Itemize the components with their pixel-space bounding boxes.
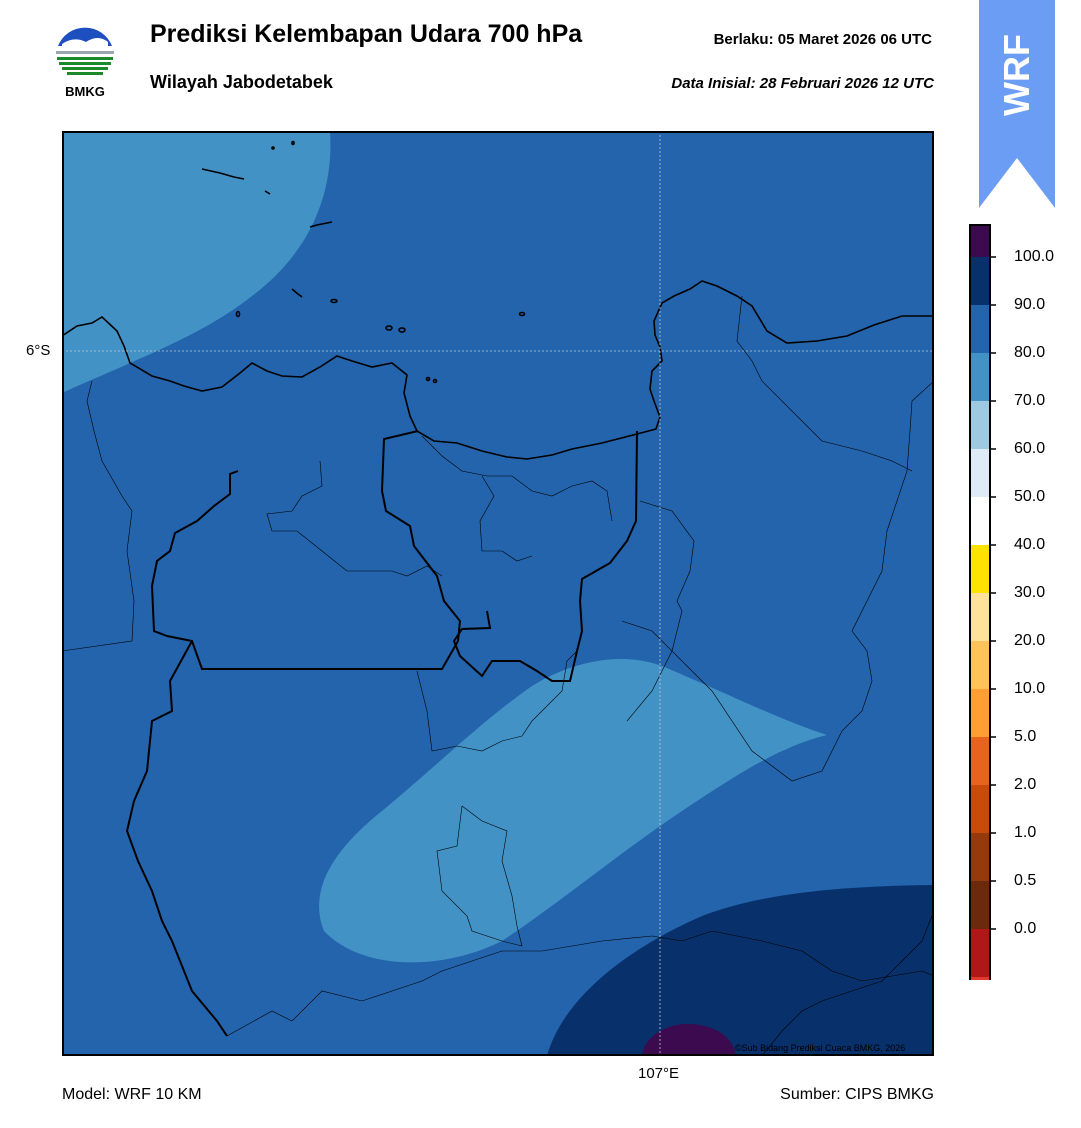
colorbar-tick-label: 2.0: [1014, 776, 1037, 793]
islands: [201, 140, 526, 384]
colorbar-segment: [970, 929, 990, 977]
humidity-field-central: [319, 658, 827, 963]
colorbar-tick-label: 80.0: [1014, 344, 1046, 361]
colorbar-segment: [970, 833, 990, 881]
province-boundary: [150, 430, 462, 670]
colorbar-segment: [970, 881, 990, 929]
colorbar-tick-label: 1.0: [1014, 824, 1037, 841]
map-credit: ©Sub Bidang Prediksi Cuaca BMKG, 2026: [735, 1043, 906, 1053]
colorbar-segment: [970, 545, 990, 593]
model-label: Model: WRF 10 KM: [62, 1086, 202, 1103]
colorbar-tick-label: 10.0: [1014, 680, 1046, 697]
colorbar-tick-label: 50.0: [1014, 488, 1046, 505]
colorbar-tick-label: 0.5: [1014, 872, 1037, 889]
colorbar-tick-label: 60.0: [1014, 440, 1046, 457]
longitude-label: 107°E: [638, 1065, 680, 1082]
humidity-map: [62, 131, 934, 1056]
source-label: Sumber: CIPS BMKG: [780, 1086, 934, 1103]
wrf-badge-label: WRF: [996, 34, 1037, 116]
valid-time-label: Berlaku: 05 Maret 2026 06 UTC: [713, 31, 932, 48]
colorbar-tick-label: 70.0: [1014, 392, 1046, 409]
humidity-field-nw: [62, 131, 331, 393]
colorbar-segment: [970, 785, 990, 833]
colorbar-tick-label: 40.0: [1014, 536, 1046, 553]
wrf-badge: [979, 0, 1055, 208]
colorbar-segment: [970, 977, 990, 980]
colorbar-tick-label: 20.0: [1014, 632, 1046, 649]
colorbar-tick-label: 0.0: [1014, 920, 1037, 937]
humidity-field-se: [547, 885, 934, 1056]
page-subtitle: Wilayah Jabodetabek: [150, 72, 333, 92]
colorbar-segment: [970, 225, 990, 257]
colorbar-tick-label: 100.0: [1014, 248, 1055, 265]
colorbar-tick-label: 5.0: [1014, 728, 1037, 745]
province-boundary: [452, 430, 638, 682]
colorbar-segment: [970, 257, 990, 305]
init-time-label: Data Inisial: 28 Februari 2026 12 UTC: [671, 75, 934, 92]
colorbar-segment: [970, 401, 990, 449]
colorbar: [969, 224, 996, 980]
colorbar-segment: [970, 497, 990, 545]
regency-boundaries: [62, 295, 934, 1056]
humidity-field-max: [642, 1024, 736, 1056]
colorbar-segment: [970, 641, 990, 689]
colorbar-segment: [970, 737, 990, 785]
coastline: [62, 280, 934, 460]
colorbar-border: [969, 224, 991, 980]
colorbar-segment: [970, 353, 990, 401]
latitude-label: 6°S: [26, 342, 51, 359]
province-boundary: [125, 640, 228, 1037]
page-title: Prediksi Kelembapan Udara 700 hPa: [150, 20, 583, 48]
colorbar-segment: [970, 593, 990, 641]
bmkg-logo-icon: [55, 24, 115, 84]
logo-text: BMKG: [65, 84, 105, 99]
colorbar-tick-label: 90.0: [1014, 296, 1046, 313]
colorbar-segment: [970, 689, 990, 737]
colorbar-segment: [970, 305, 990, 353]
colorbar-segment: [970, 449, 990, 497]
colorbar-tick-label: 30.0: [1014, 584, 1046, 601]
